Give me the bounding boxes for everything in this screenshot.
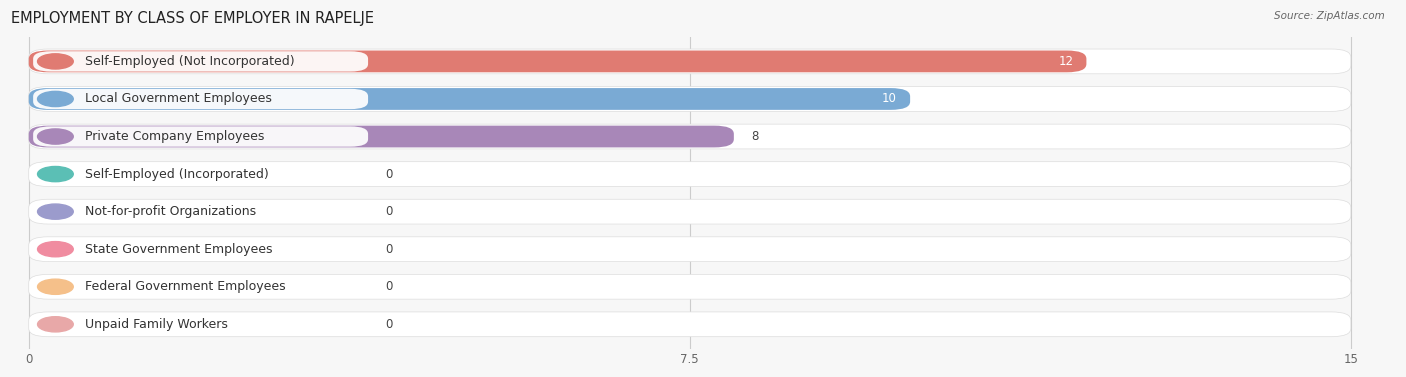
FancyBboxPatch shape xyxy=(34,201,368,222)
FancyBboxPatch shape xyxy=(28,124,1351,149)
Circle shape xyxy=(38,242,73,257)
Text: Not-for-profit Organizations: Not-for-profit Organizations xyxy=(84,205,256,218)
Circle shape xyxy=(38,91,73,107)
FancyBboxPatch shape xyxy=(28,162,1351,187)
Text: Federal Government Employees: Federal Government Employees xyxy=(84,280,285,293)
Text: 0: 0 xyxy=(385,168,394,181)
FancyBboxPatch shape xyxy=(28,199,1351,224)
FancyBboxPatch shape xyxy=(28,237,1351,262)
FancyBboxPatch shape xyxy=(34,51,368,72)
Text: 8: 8 xyxy=(751,130,759,143)
FancyBboxPatch shape xyxy=(28,88,910,110)
Text: Source: ZipAtlas.com: Source: ZipAtlas.com xyxy=(1274,11,1385,21)
Text: Private Company Employees: Private Company Employees xyxy=(84,130,264,143)
FancyBboxPatch shape xyxy=(28,126,734,147)
Circle shape xyxy=(38,129,73,144)
FancyBboxPatch shape xyxy=(34,239,368,259)
Text: State Government Employees: State Government Employees xyxy=(84,243,273,256)
Text: 0: 0 xyxy=(385,280,394,293)
FancyBboxPatch shape xyxy=(28,51,1087,72)
FancyBboxPatch shape xyxy=(28,87,1351,111)
FancyBboxPatch shape xyxy=(34,277,368,297)
FancyBboxPatch shape xyxy=(28,274,1351,299)
Text: 10: 10 xyxy=(882,92,897,106)
Text: 12: 12 xyxy=(1059,55,1073,68)
Text: Self-Employed (Incorporated): Self-Employed (Incorporated) xyxy=(84,168,269,181)
FancyBboxPatch shape xyxy=(28,49,1351,74)
FancyBboxPatch shape xyxy=(34,314,368,334)
Circle shape xyxy=(38,317,73,332)
Text: Unpaid Family Workers: Unpaid Family Workers xyxy=(84,318,228,331)
Circle shape xyxy=(38,204,73,219)
Text: EMPLOYMENT BY CLASS OF EMPLOYER IN RAPELJE: EMPLOYMENT BY CLASS OF EMPLOYER IN RAPEL… xyxy=(11,11,374,26)
Text: 0: 0 xyxy=(385,243,394,256)
Text: 0: 0 xyxy=(385,318,394,331)
FancyBboxPatch shape xyxy=(28,312,1351,337)
Circle shape xyxy=(38,279,73,294)
Circle shape xyxy=(38,167,73,182)
Text: 0: 0 xyxy=(385,205,394,218)
Circle shape xyxy=(38,54,73,69)
Text: Self-Employed (Not Incorporated): Self-Employed (Not Incorporated) xyxy=(84,55,294,68)
FancyBboxPatch shape xyxy=(34,126,368,147)
FancyBboxPatch shape xyxy=(34,89,368,109)
FancyBboxPatch shape xyxy=(34,164,368,184)
Text: Local Government Employees: Local Government Employees xyxy=(84,92,271,106)
